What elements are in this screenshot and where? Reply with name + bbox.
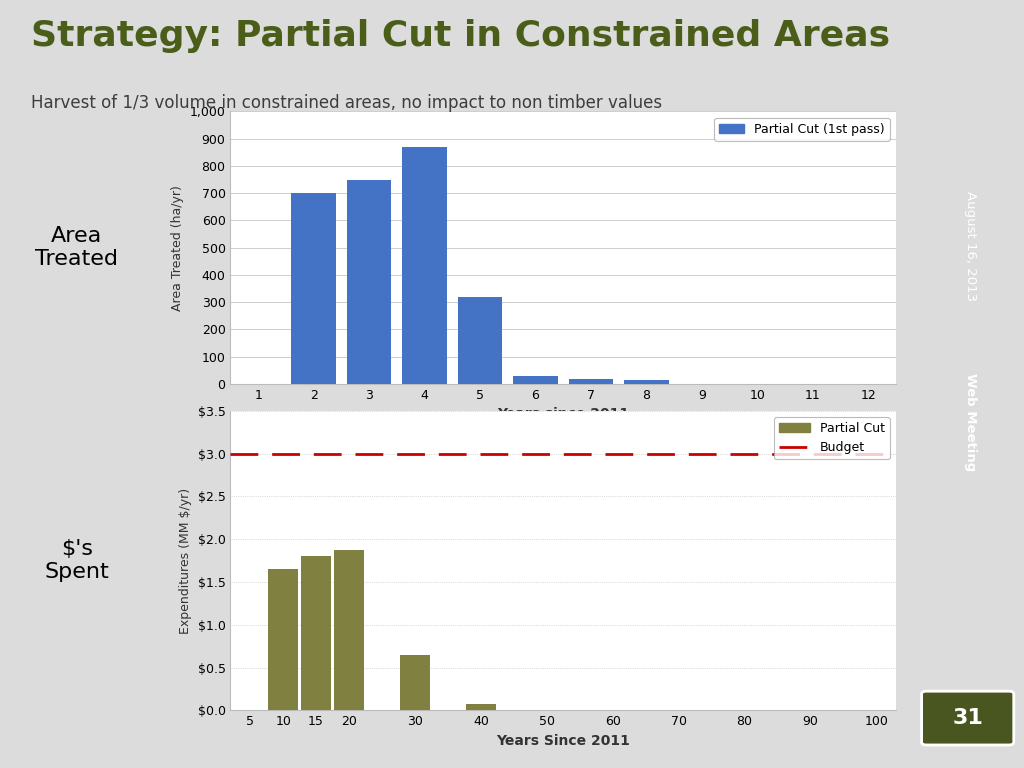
Text: Web Meeting: Web Meeting [964, 373, 977, 472]
Text: $'s
Spent: $'s Spent [44, 539, 110, 582]
Y-axis label: Area Treated (ha/yr): Area Treated (ha/yr) [171, 185, 184, 310]
Text: August 16, 2013: August 16, 2013 [964, 190, 977, 301]
Bar [301, 556, 331, 710]
Bar [268, 569, 298, 710]
Bar [466, 703, 496, 710]
Bar [292, 194, 336, 384]
Text: Harvest of 1/3 volume in constrained areas, no impact to non timber values: Harvest of 1/3 volume in constrained are… [31, 94, 662, 111]
FancyBboxPatch shape [922, 691, 1014, 745]
Bar [400, 655, 430, 710]
Legend: Partial Cut, Budget: Partial Cut, Budget [773, 417, 890, 459]
Y-axis label: Expenditures (MM $/yr): Expenditures (MM $/yr) [179, 488, 191, 634]
Text: 31: 31 [952, 708, 983, 728]
Bar [513, 376, 558, 384]
Bar [458, 296, 502, 384]
Text: Strategy: Partial Cut in Constrained Areas: Strategy: Partial Cut in Constrained Are… [31, 19, 890, 53]
Bar [334, 550, 364, 710]
Bar [347, 180, 391, 384]
Bar [625, 380, 669, 384]
Legend: Partial Cut (1st pass): Partial Cut (1st pass) [714, 118, 890, 141]
X-axis label: Years since 2011: Years since 2011 [497, 407, 630, 422]
Text: Area
Treated: Area Treated [35, 226, 119, 270]
Bar [568, 379, 613, 384]
X-axis label: Years Since 2011: Years Since 2011 [497, 733, 630, 748]
Bar [402, 147, 446, 384]
